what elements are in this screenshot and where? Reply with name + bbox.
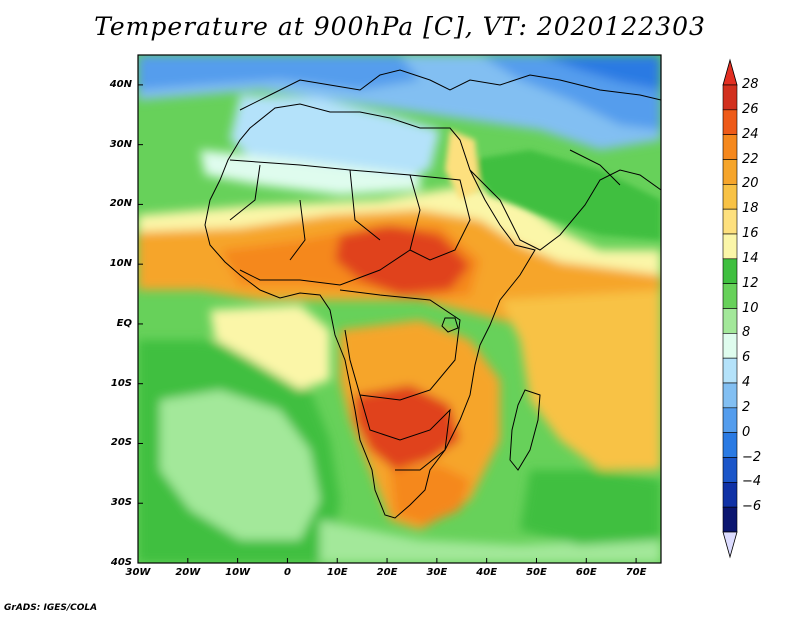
x-tick-label: 40E <box>476 567 498 578</box>
x-tick-label: 30E <box>426 567 448 578</box>
colorbar-label: 2 <box>742 399 751 415</box>
field-ne-darkest <box>540 55 661 90</box>
x-tick-label: 30W <box>125 567 151 578</box>
colorbar-label: 16 <box>742 226 759 241</box>
axis-ticks <box>137 84 637 564</box>
y-tick-label: 20S <box>110 437 132 449</box>
x-tick-label: 20E <box>376 567 398 578</box>
med-north-coast <box>239 69 661 111</box>
field-s-ocean-light <box>320 520 661 563</box>
x-tick-label: 20W <box>175 567 201 578</box>
field-sw-atlantic-pale <box>160 390 320 540</box>
colorbar-label: 28 <box>742 77 759 92</box>
x-tick-label: 10W <box>225 567 251 578</box>
field-egypt-yellow <box>445 130 480 200</box>
colorbar-label: 14 <box>742 250 759 266</box>
y-tick-label: EQ <box>116 317 132 329</box>
colorbar-swatch <box>722 432 738 458</box>
colorbar-top-arrow <box>722 58 738 86</box>
field-north-deep-blue <box>138 55 420 90</box>
colorbar-swatch <box>722 482 738 508</box>
field-se-green <box>520 470 661 545</box>
colorbar-label: 18 <box>742 201 759 217</box>
internal-borders-3 <box>339 289 461 401</box>
colorbar-swatch <box>722 208 738 235</box>
colorbar-label: 8 <box>742 325 751 341</box>
colorbar-swatch <box>722 109 738 135</box>
colorbar-swatch <box>722 258 738 284</box>
internal-borders-5 <box>229 164 381 261</box>
field-south-tip-warm <box>390 465 470 525</box>
coastlines <box>204 69 661 519</box>
field-sahara-pale <box>200 150 420 195</box>
y-tick-label: 40N <box>109 78 132 90</box>
colorbar-swatch <box>722 457 738 483</box>
colorbar <box>722 58 738 559</box>
colorbar-label: −4 <box>742 474 762 490</box>
y-tick-label: 40S <box>110 557 132 568</box>
y-tick-label: 30N <box>109 138 132 150</box>
internal-borders-4 <box>359 394 451 471</box>
colorbar-swatch <box>722 233 738 260</box>
y-tick-label: 30S <box>110 497 132 509</box>
plot-frame <box>137 54 662 564</box>
africa-coastline <box>204 103 536 519</box>
colorbar-label: 12 <box>742 275 759 291</box>
lake-victoria <box>441 317 459 333</box>
y-tick-label: 10N <box>109 258 132 270</box>
colorbar-swatch <box>722 184 738 210</box>
colorbar-swatch <box>722 382 738 409</box>
x-tick-label: 0 <box>283 567 291 578</box>
colorbar-label: 0 <box>742 424 751 440</box>
colorbar-swatch <box>722 333 738 359</box>
madagascar <box>509 389 541 471</box>
x-tick-label: 60E <box>575 567 597 578</box>
x-tick-label: 50E <box>526 567 547 578</box>
colorbar-label: 10 <box>742 300 759 316</box>
map-title: Temperature at 900hPa [C], VT: 202012230… <box>94 12 706 41</box>
field-arabia-green <box>470 150 661 240</box>
credit-text: GrADS: IGES/COLA <box>4 603 98 613</box>
colorbar-label: 26 <box>742 101 759 117</box>
colorbar-swatch <box>722 357 738 384</box>
y-tick-label: 10S <box>110 377 132 389</box>
temperature-field <box>138 55 661 563</box>
colorbar-label: 20 <box>742 176 759 192</box>
colorbar-swatch <box>722 407 738 433</box>
persian-gulf <box>569 149 621 186</box>
colorbar-label: −6 <box>742 499 762 515</box>
field-indian-ocean-orange <box>500 290 661 470</box>
colorbar-swatch <box>722 308 738 334</box>
colorbar-swatch <box>722 283 738 309</box>
colorbar-label: 24 <box>742 126 759 142</box>
x-tick-label: 70E <box>625 567 647 578</box>
y-tick-label: 20N <box>109 198 132 210</box>
field-hot-south <box>355 385 460 470</box>
colorbar-swatch <box>722 506 738 533</box>
colorbar-swatch <box>722 84 738 111</box>
colorbar-bottom-arrow <box>722 531 738 559</box>
colorbar-label: 4 <box>742 375 751 390</box>
colorbar-swatch <box>722 134 738 160</box>
colorbar-label: 6 <box>742 350 751 366</box>
colorbar-label: −2 <box>742 449 762 465</box>
internal-borders-2 <box>409 174 471 261</box>
colorbar-label: 22 <box>742 151 759 167</box>
field-hot-core <box>335 225 470 295</box>
arabia-coast <box>469 169 661 251</box>
colorbar-swatch <box>722 159 738 185</box>
x-tick-label: 10E <box>326 567 348 578</box>
field-atlantic-yellow-tongue <box>210 305 330 390</box>
